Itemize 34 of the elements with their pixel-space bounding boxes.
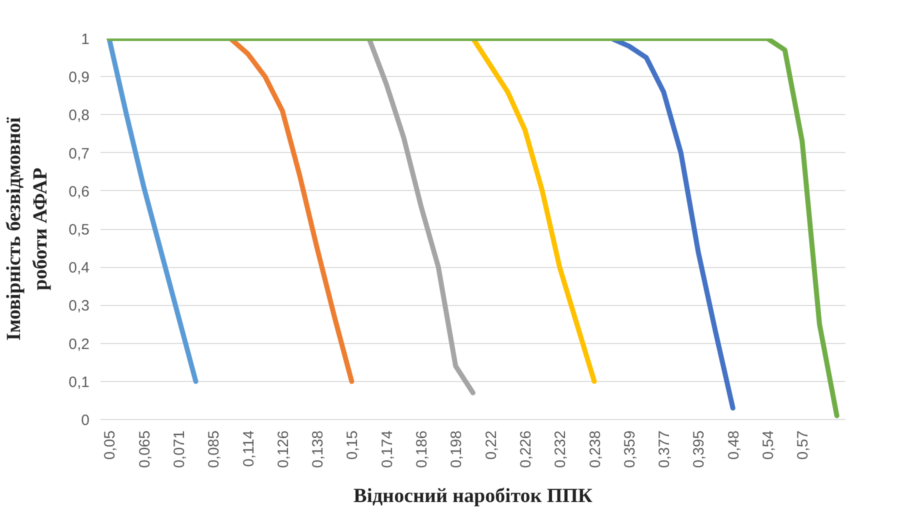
x-tick-label: 0,05 xyxy=(102,430,119,460)
x-tick-label: 0,232 xyxy=(552,430,570,468)
y-tick-label: 0,3 xyxy=(68,298,90,315)
y-tick-label: 0,8 xyxy=(68,107,90,124)
x-tick-label: 0,174 xyxy=(378,430,396,468)
y-tick-label: 0,2 xyxy=(68,336,90,353)
x-tick-label: 0,126 xyxy=(274,430,292,468)
x-tick-label: 0,238 xyxy=(586,430,604,468)
y-tick-label: 0,5 xyxy=(68,222,90,238)
x-tick-label: 0,198 xyxy=(448,430,466,468)
x-tick-label: 0,085 xyxy=(206,430,223,468)
x-tick-label: 0,377 xyxy=(656,430,674,468)
x-tick-label: 0,395 xyxy=(690,430,708,468)
x-tick-label: 0,186 xyxy=(414,430,431,468)
x-tick-label: 0,54 xyxy=(760,430,778,460)
x-tick-label: 0,226 xyxy=(517,430,534,468)
x-tick-label: 0,22 xyxy=(482,430,500,460)
y-tick-label: 0,7 xyxy=(68,145,90,162)
x-tick-label: 0,114 xyxy=(240,430,258,467)
y-tick-label: 0,9 xyxy=(68,69,90,86)
x-tick-label: 0,065 xyxy=(136,430,154,468)
y-tick-label: 0,1 xyxy=(68,374,90,391)
y-tick-label: 0 xyxy=(81,412,90,429)
y-axis-title: Імовірність безвідмовної роботи АФАР xyxy=(3,116,52,341)
x-tick-label: 0,15 xyxy=(344,430,362,460)
y-tick-label: 1 xyxy=(81,31,90,48)
x-tick-label: 0,359 xyxy=(621,430,638,468)
y-tick-label: 0,4 xyxy=(68,260,90,277)
x-tick-label: 0,48 xyxy=(725,430,742,460)
x-axis-title: Відносний наробіток ППК xyxy=(354,485,593,508)
x-tick-label: 0,071 xyxy=(170,430,188,468)
x-tick-label: 0,57 xyxy=(794,430,812,460)
x-tick-label: 0,138 xyxy=(310,430,327,468)
y-tick-label: 0,6 xyxy=(68,183,90,200)
